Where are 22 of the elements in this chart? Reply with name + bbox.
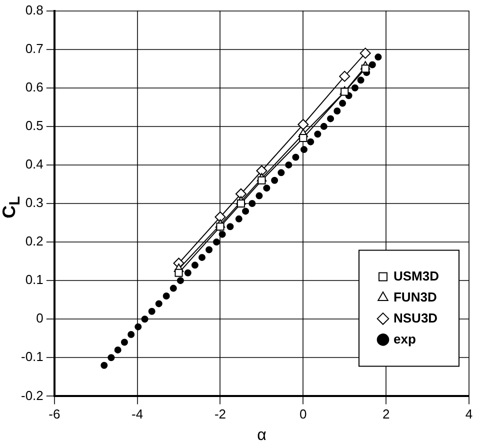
y-tick-label: 0.7 bbox=[25, 40, 44, 56]
y-tick-label: 0.8 bbox=[25, 2, 44, 18]
y-tick-label: 0.6 bbox=[25, 79, 44, 94]
legend-label: USM3D bbox=[393, 268, 440, 284]
y-tick-label: -0.2 bbox=[20, 388, 44, 403]
y-tick-label: 0.4 bbox=[25, 156, 44, 172]
x-tick-label: -2 bbox=[214, 406, 226, 422]
y-tick-label: -0.1 bbox=[20, 349, 44, 364]
legend-label: NSU3D bbox=[393, 310, 438, 326]
y-tick-label: 0 bbox=[36, 310, 44, 326]
legend-label: exp bbox=[393, 331, 416, 346]
y-tick-label: 0.2 bbox=[25, 234, 44, 249]
x-tick-label: 4 bbox=[465, 406, 473, 422]
y-tick-label: 0.5 bbox=[25, 118, 44, 133]
x-tick-label: 2 bbox=[382, 406, 390, 422]
x-tick-label: -4 bbox=[132, 406, 144, 422]
x-axis-title: α bbox=[257, 426, 266, 444]
y-tick-label: 0.1 bbox=[25, 272, 44, 288]
legend-label: FUN3D bbox=[393, 289, 437, 304]
y-tick-label: 0.3 bbox=[25, 195, 44, 210]
x-tick-label: 0 bbox=[300, 406, 307, 422]
x-tick-label: -6 bbox=[48, 406, 60, 422]
